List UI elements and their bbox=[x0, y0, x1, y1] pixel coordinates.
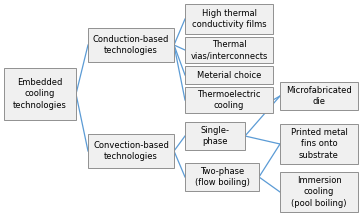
Text: Conduction-based
technologies: Conduction-based technologies bbox=[93, 35, 169, 55]
Text: High thermal
conductivity films: High thermal conductivity films bbox=[192, 9, 266, 29]
FancyBboxPatch shape bbox=[280, 172, 358, 212]
FancyBboxPatch shape bbox=[280, 82, 358, 110]
Text: Thermoelectric
cooling: Thermoelectric cooling bbox=[197, 90, 261, 110]
FancyBboxPatch shape bbox=[4, 68, 76, 120]
FancyBboxPatch shape bbox=[280, 124, 358, 164]
FancyBboxPatch shape bbox=[185, 163, 259, 191]
Text: Meterial choice: Meterial choice bbox=[197, 70, 261, 80]
FancyBboxPatch shape bbox=[185, 4, 273, 34]
Text: Embedded
cooling
technologies: Embedded cooling technologies bbox=[13, 78, 67, 110]
Text: Microfabricated
die: Microfabricated die bbox=[286, 86, 352, 106]
FancyBboxPatch shape bbox=[185, 66, 273, 84]
Text: Two-phase
(flow boiling): Two-phase (flow boiling) bbox=[195, 167, 249, 187]
Text: Single-
phase: Single- phase bbox=[200, 126, 229, 146]
FancyBboxPatch shape bbox=[185, 37, 273, 63]
FancyBboxPatch shape bbox=[88, 28, 174, 62]
FancyBboxPatch shape bbox=[88, 134, 174, 168]
FancyBboxPatch shape bbox=[185, 87, 273, 113]
Text: Convection-based
technologies: Convection-based technologies bbox=[93, 141, 169, 161]
Text: Thermal
vias/interconnects: Thermal vias/interconnects bbox=[190, 40, 268, 60]
Text: Immersion
cooling
(pool boiling): Immersion cooling (pool boiling) bbox=[291, 176, 347, 208]
FancyBboxPatch shape bbox=[185, 122, 245, 150]
Text: Printed metal
fins onto
substrate: Printed metal fins onto substrate bbox=[290, 128, 347, 160]
